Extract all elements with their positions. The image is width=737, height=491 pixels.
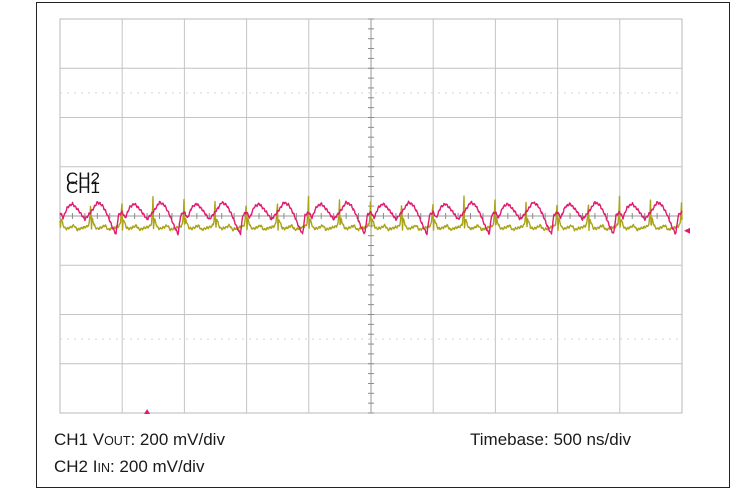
channel-label-ch1: CH1 — [66, 178, 100, 197]
trace-ch1 — [59, 195, 683, 232]
ch1-caption: CH1 VOUT: 200 mV/div — [54, 430, 225, 449]
timebase-caption: Timebase: 500 ns/div — [470, 430, 631, 449]
ch2-caption: CH2 IIN: 200 mV/div — [54, 457, 205, 476]
ground-marker-ch2 — [684, 227, 690, 234]
traces — [59, 195, 683, 236]
markers — [144, 227, 690, 414]
trigger-marker — [144, 409, 151, 414]
channel-label-ch2: CH2 — [66, 169, 100, 188]
trace-ch2 — [59, 200, 683, 236]
oscilloscope-frame — [36, 2, 730, 488]
